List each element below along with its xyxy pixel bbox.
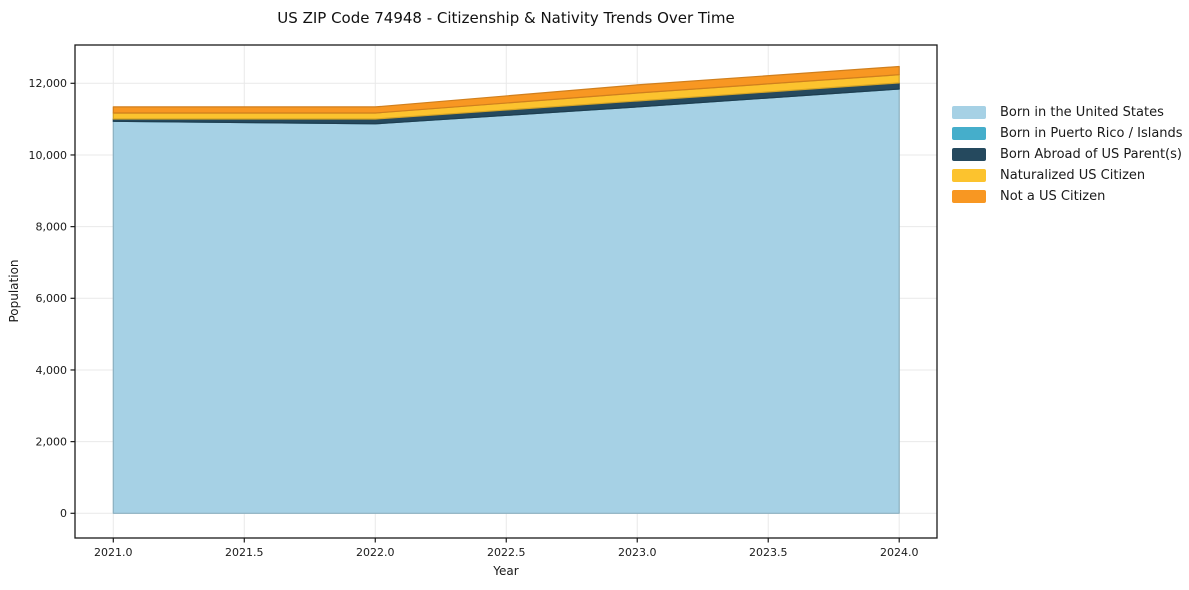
x-tick-label: 2023.0	[618, 546, 657, 559]
legend-item: Naturalized US Citizen	[952, 169, 1183, 182]
legend: Born in the United States Born in Puerto …	[952, 106, 1183, 203]
area-series	[112, 65, 900, 114]
axes-ticks: 2021.0 2021.5 2022.0 2022.5 2023.0 2023.5 2024…	[29, 77, 919, 559]
legend-item: Not a US Citizen	[952, 190, 1183, 203]
area-series	[112, 88, 900, 514]
x-tick-label: 2021.5	[225, 546, 264, 559]
legend-item: Born Abroad of US Parent(s)	[952, 148, 1183, 161]
legend-item: Born in Puerto Rico / Islands	[952, 127, 1183, 140]
chart-title: US ZIP Code 74948 - Citizenship & Nativi…	[277, 9, 735, 27]
y-tick-label: 12,000	[29, 77, 68, 90]
x-tick-label: 2022.0	[356, 546, 395, 559]
x-tick-label: 2023.5	[749, 546, 788, 559]
legend-item: Born in the United States	[952, 106, 1183, 119]
y-tick-label: 0	[60, 507, 67, 520]
y-tick-label: 8,000	[36, 220, 68, 233]
x-tick-label: 2024.0	[880, 546, 919, 559]
legend-swatch-icon	[952, 127, 986, 140]
legend-item-label: Born in Puerto Rico / Islands	[1000, 126, 1183, 141]
stacked-areas	[112, 65, 900, 514]
y-tick-label: 4,000	[36, 364, 68, 377]
x-tick-label: 2022.5	[487, 546, 526, 559]
legend-item-label: Born Abroad of US Parent(s)	[1000, 147, 1182, 162]
legend-item-label: Naturalized US Citizen	[1000, 168, 1146, 183]
y-tick-label: 6,000	[36, 292, 68, 305]
x-tick-label: 2021.0	[94, 546, 133, 559]
x-axis-label: Year	[493, 564, 519, 578]
legend-swatch-icon	[952, 169, 986, 182]
legend-swatch-icon	[952, 148, 986, 161]
legend-item-label: Not a US Citizen	[1000, 189, 1106, 204]
legend-swatch-icon	[952, 190, 986, 203]
y-tick-label: 10,000	[29, 149, 68, 162]
y-tick-label: 2,000	[36, 435, 68, 448]
legend-item-label: Born in the United States	[1000, 105, 1164, 120]
legend-swatch-icon	[952, 106, 986, 119]
